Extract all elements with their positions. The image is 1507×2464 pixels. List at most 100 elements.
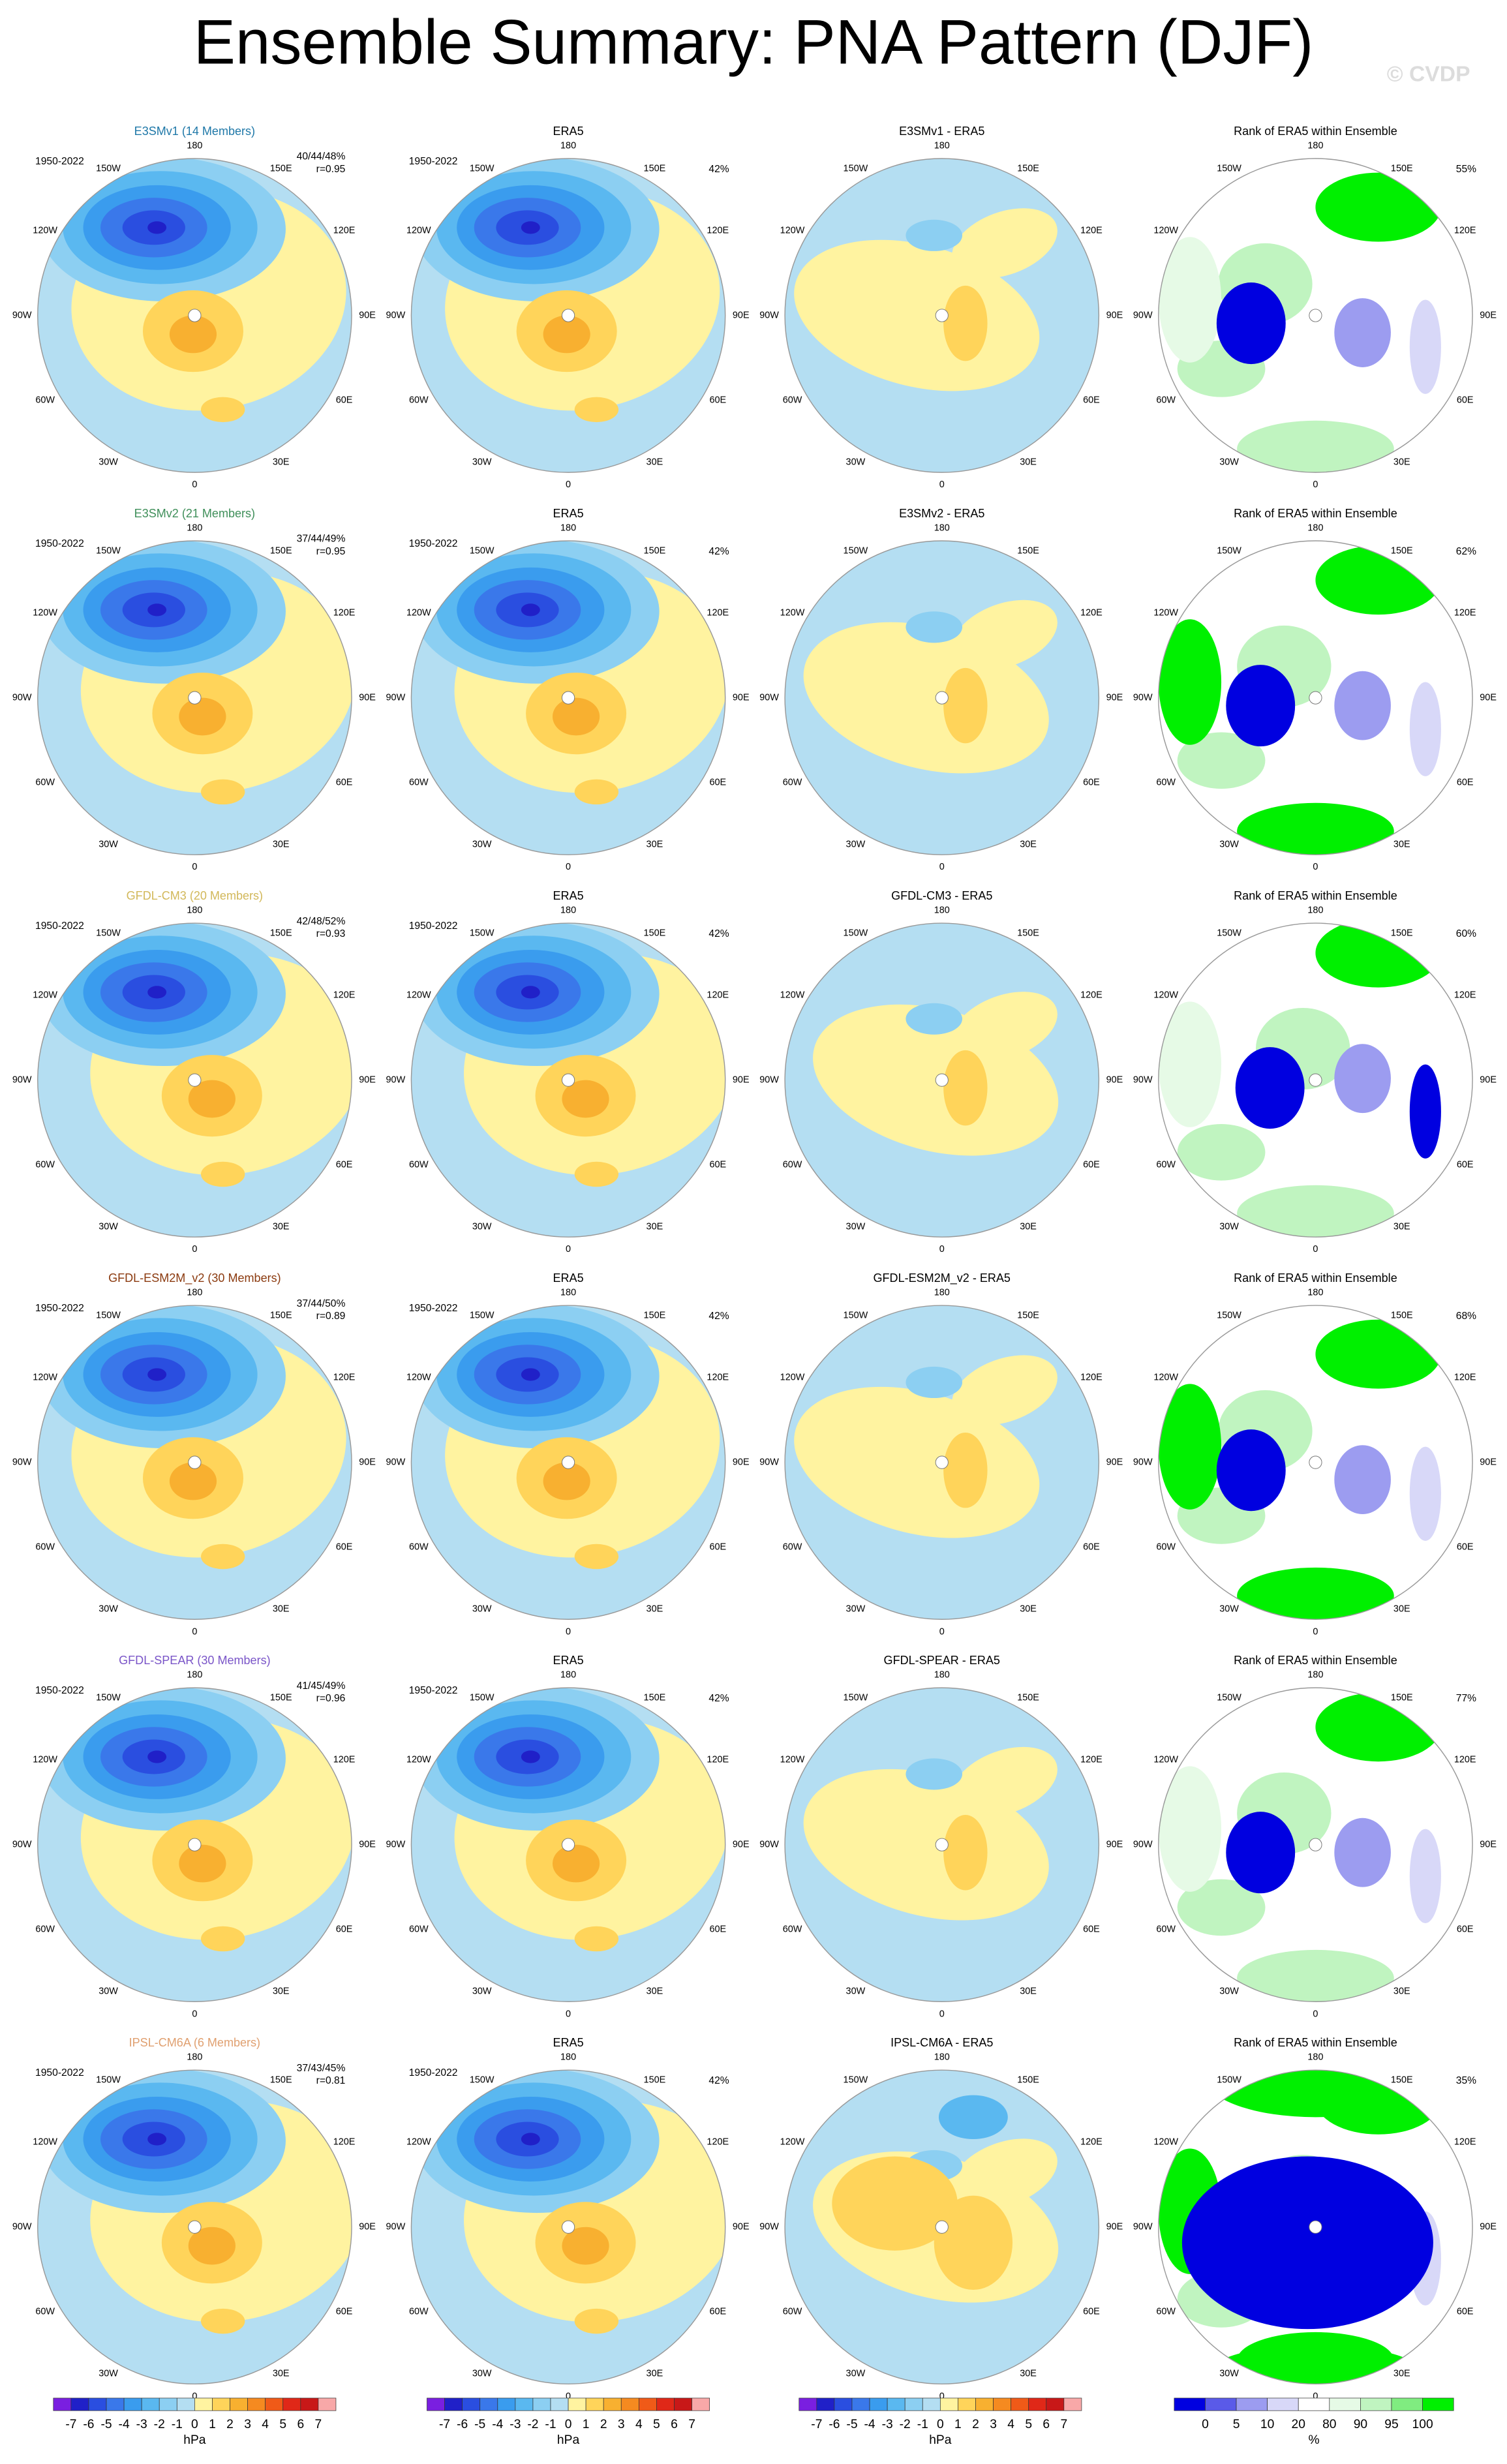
longitude-label: 60W: [35, 1924, 55, 1934]
longitude-label: 150E: [1391, 928, 1413, 938]
colorbar-tick-label: 95: [1384, 2418, 1398, 2431]
longitude-label: 90W: [386, 1840, 406, 1850]
longitude-label: 30W: [1219, 2369, 1239, 2379]
longitude-label: 90W: [1133, 310, 1153, 320]
colorbar-tick-label: 4: [635, 2418, 643, 2431]
period: 1950-2022: [35, 1303, 84, 1314]
longitude-label: 90E: [733, 692, 750, 703]
colorbar-box: [1011, 2397, 1029, 2411]
longitude-label: 150W: [470, 1693, 495, 1703]
longitude-label: 150E: [1391, 1693, 1413, 1703]
field-contour: [201, 1161, 245, 1187]
field-contour: [1158, 619, 1222, 745]
latitude-ring: [561, 2220, 575, 2234]
field-contour: [201, 1926, 245, 1952]
longitude-label: 150E: [1017, 928, 1039, 938]
longitude-label: 30W: [1219, 457, 1239, 467]
field-contour: [906, 611, 963, 643]
longitude-label: 180: [1307, 1670, 1323, 1681]
field-contour: [1237, 420, 1394, 473]
map: [1158, 2070, 1473, 2384]
colorbar-tick-label: -5: [474, 2418, 485, 2431]
longitude-label: 30E: [273, 1604, 290, 1614]
rank-pct: 55%: [1456, 164, 1476, 175]
colorbar-tick-label: 10: [1260, 2418, 1274, 2431]
longitude-label: 60E: [336, 777, 353, 787]
longitude-label: 120E: [1080, 1755, 1103, 1765]
longitude-label: 120W: [1153, 1373, 1178, 1383]
field-contour: [201, 2308, 245, 2334]
longitude-label: 60E: [1083, 1924, 1100, 1934]
longitude-label: 30W: [472, 1986, 492, 1997]
longitude-label: 90W: [12, 1074, 32, 1085]
colorbar-box: [585, 2397, 604, 2411]
longitude-label: 180: [934, 523, 950, 534]
map: [37, 2070, 352, 2384]
longitude-label: 90E: [1480, 692, 1497, 703]
longitude-label: 90W: [12, 1840, 32, 1850]
longitude-label: 30E: [273, 1221, 290, 1232]
colorbar-box: [851, 2397, 870, 2411]
colorbar-box: [1028, 2397, 1047, 2411]
longitude-label: 150E: [1391, 1310, 1413, 1320]
longitude-label: 90W: [759, 310, 779, 320]
longitude-label: 90W: [386, 2222, 406, 2232]
colorbar-box: [620, 2397, 639, 2411]
colorbar-box: [532, 2397, 551, 2411]
longitude-label: 90W: [12, 1457, 32, 1467]
colorbar-tick-label: 7: [1060, 2418, 1067, 2431]
field-contour: [553, 697, 600, 736]
longitude-label: 0: [566, 862, 571, 872]
field-contour: [934, 2195, 1013, 2290]
obs-pct: 42%: [708, 546, 729, 557]
rank-title: Rank of ERA5 within Ensemble: [1234, 1271, 1397, 1285]
longitude-label: 180: [187, 523, 202, 534]
longitude-label: 0: [192, 479, 197, 490]
longitude-label: 90E: [1480, 2222, 1497, 2232]
colorbar-box: [887, 2397, 906, 2411]
pct-stats: 42/48/52%: [297, 916, 346, 927]
latitude-ring: [188, 309, 202, 322]
longitude-label: 30W: [846, 2369, 866, 2379]
rank-pct: 60%: [1456, 928, 1476, 939]
colorbar-box: [1046, 2397, 1065, 2411]
longitude-label: 0: [939, 862, 945, 872]
longitude-label: 150W: [844, 2075, 868, 2086]
colorbar-tick-label: 5: [1233, 2418, 1240, 2431]
field-contour: [169, 1462, 217, 1500]
field-contour: [179, 697, 226, 736]
diff-title: GFDL-CM3 - ERA5: [891, 889, 992, 902]
longitude-label: 120W: [1153, 990, 1178, 1001]
field-contour: [1235, 1047, 1305, 1129]
field-contour: [1315, 1692, 1441, 1762]
colorbar-box: [1205, 2397, 1237, 2411]
map-border: [410, 540, 726, 855]
latitude-ring: [561, 309, 575, 322]
longitude-label: 30W: [99, 839, 118, 849]
colorbar-tick-label: -2: [900, 2418, 911, 2431]
longitude-label: 120W: [33, 1755, 57, 1765]
colorbar-box: [834, 2397, 853, 2411]
map-border: [37, 540, 352, 855]
longitude-label: 60W: [35, 395, 55, 405]
longitude-label: 150E: [270, 1310, 292, 1320]
map-border: [1158, 1687, 1473, 2002]
colorbar-box: [975, 2397, 994, 2411]
longitude-label: 60W: [783, 777, 802, 787]
longitude-label: 60E: [1457, 1159, 1474, 1170]
map: [785, 158, 1099, 473]
colorbar-tick-label: -4: [492, 2418, 503, 2431]
longitude-label: 180: [934, 905, 950, 916]
longitude-label: 60W: [409, 1542, 429, 1552]
longitude-label: 0: [1313, 1244, 1318, 1255]
field-contour: [1409, 682, 1441, 776]
longitude-label: 90W: [12, 692, 32, 703]
field-contour: [1158, 1001, 1222, 1127]
colorbar-box: [1298, 2397, 1330, 2411]
colorbar-tick-label: -1: [545, 2418, 556, 2431]
longitude-label: 0: [1313, 2009, 1318, 2019]
colorbar-tick-label: 100: [1412, 2418, 1433, 2431]
longitude-label: 90W: [759, 1840, 779, 1850]
longitude-label: 150E: [644, 1310, 666, 1320]
colorbar-box: [444, 2397, 463, 2411]
